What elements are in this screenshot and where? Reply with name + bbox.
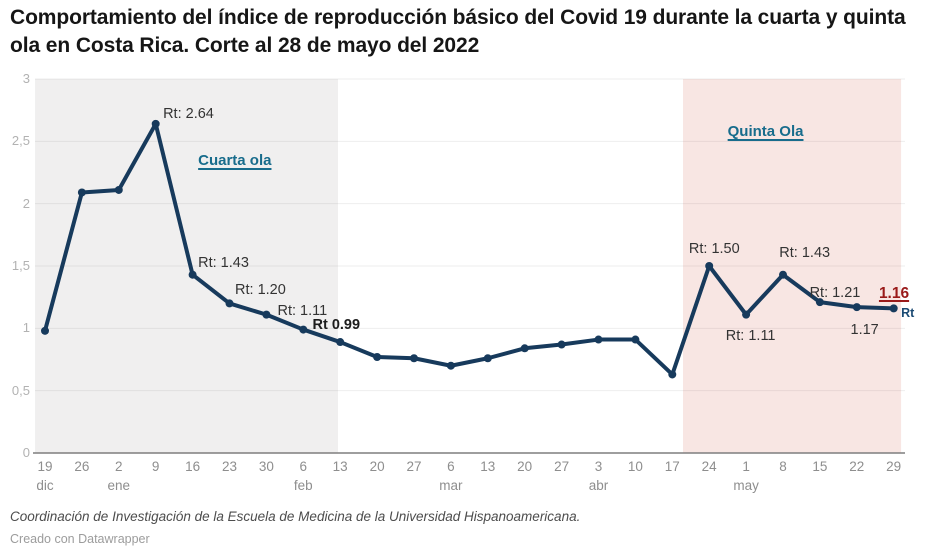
rt-line [43,121,896,377]
data-point [41,326,49,335]
data-point [299,325,308,334]
data-point [520,344,529,353]
datawrapper-credit: Creado con Datawrapper [10,532,150,546]
data-point [225,299,234,308]
data-point [594,335,603,344]
source-note: Coordinación de Investigación de la Escu… [10,509,581,524]
data-point [889,304,898,313]
data-point [262,310,271,319]
data-point [410,354,418,363]
data-point [815,298,824,307]
data-point [151,119,160,128]
data-point [483,354,492,363]
data-point [705,262,714,270]
quinta-ola-band [683,79,902,453]
data-point [742,310,751,319]
data-point [114,185,123,194]
data-point [336,338,345,347]
data-point [852,303,861,312]
data-point [779,270,787,279]
cuarta-ola-band [35,79,338,453]
data-point [668,370,677,379]
data-point [446,361,455,370]
data-point [373,353,382,362]
data-point [77,188,86,197]
data-point [631,335,640,344]
data-point [188,270,197,279]
chart-title: Comportamiento del índice de reproducció… [10,6,906,57]
data-point [557,340,566,349]
